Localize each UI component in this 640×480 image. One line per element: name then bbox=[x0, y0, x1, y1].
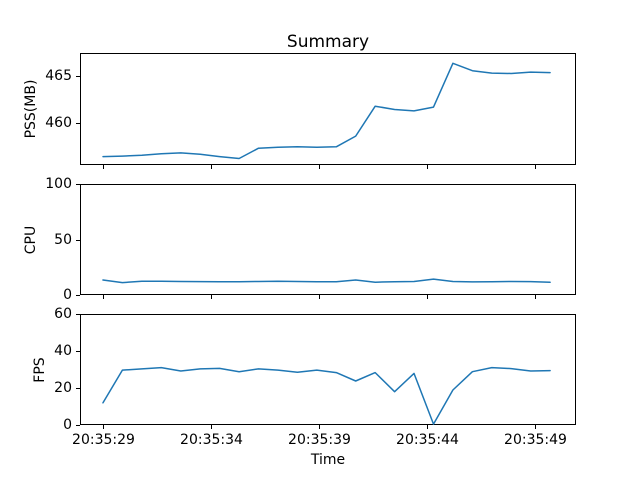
x-tick-label: 20:35:49 bbox=[504, 432, 567, 448]
y-tick-label: 100 bbox=[45, 176, 72, 192]
subplot-pss-canvas bbox=[76, 53, 576, 169]
series-line-fps bbox=[102, 366, 551, 425]
y-tick-label: 0 bbox=[63, 287, 72, 303]
y-axis-label-fps: FPS bbox=[32, 356, 48, 383]
y-tick-label: 50 bbox=[54, 232, 72, 248]
x-tick-label: 20:35:39 bbox=[288, 432, 351, 448]
y-tick-label: 465 bbox=[45, 68, 72, 84]
y-tick-label: 60 bbox=[54, 306, 72, 322]
y-tick-label: 460 bbox=[45, 115, 72, 131]
x-tick-label: 20:35:29 bbox=[72, 432, 135, 448]
x-tick-label: 20:35:44 bbox=[396, 432, 459, 448]
x-axis-label: Time bbox=[310, 452, 346, 468]
y-tick-label: 0 bbox=[63, 417, 72, 433]
series-line-cpu bbox=[102, 278, 551, 284]
y-tick-label: 40 bbox=[54, 343, 72, 359]
y-tick-label: 20 bbox=[54, 380, 72, 396]
x-tick-label: 20:35:34 bbox=[180, 432, 243, 448]
plot-frame bbox=[80, 314, 576, 425]
plot-frame bbox=[80, 184, 576, 295]
plot-frame bbox=[80, 53, 576, 165]
chart-title: Summary bbox=[286, 32, 370, 52]
subplot-fps-canvas bbox=[76, 314, 576, 429]
series-line-pss bbox=[102, 62, 551, 160]
subplot-cpu-canvas bbox=[76, 184, 576, 299]
